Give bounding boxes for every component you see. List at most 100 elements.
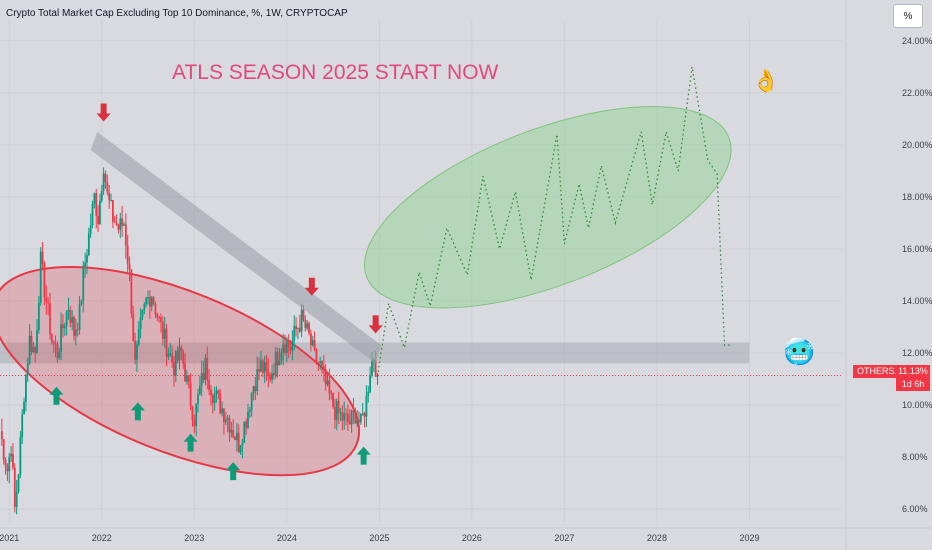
y-tick-label: 16.00%: [902, 244, 932, 254]
candle-body: [91, 203, 94, 226]
candle-body: [328, 380, 331, 394]
candle-body: [69, 310, 72, 323]
x-tick-label: 2029: [739, 533, 759, 543]
candle-body: [60, 324, 62, 352]
candle-body: [80, 300, 83, 304]
candle-body: [145, 297, 148, 304]
candle-body: [313, 340, 316, 350]
candle-body: [245, 421, 248, 428]
candle-body: [341, 412, 344, 421]
candle-body: [15, 491, 18, 507]
y-tick-label: 22.00%: [902, 88, 932, 98]
candle-body: [100, 190, 103, 201]
candle-body: [232, 430, 235, 438]
candle-body: [367, 391, 370, 396]
candle-body: [115, 222, 118, 225]
candle-body: [276, 351, 279, 366]
candle-body: [178, 347, 181, 361]
candle-body: [237, 432, 240, 453]
candle-body: [193, 420, 196, 427]
candle-body: [250, 393, 253, 411]
ok-hand-icon: 👌: [752, 68, 779, 93]
candle-body: [295, 326, 297, 329]
candle-body: [322, 365, 325, 370]
candle-body: [217, 390, 220, 394]
candle-body: [110, 200, 112, 202]
candle-body: [321, 361, 323, 366]
y-tick-label: 12.00%: [902, 348, 932, 358]
candle-body: [228, 418, 231, 433]
candle-body: [365, 395, 368, 417]
unit-toggle-button[interactable]: %: [893, 4, 923, 28]
candle-body: [104, 173, 107, 183]
candle-body: [113, 221, 116, 223]
candle-body: [136, 344, 138, 360]
candle-body: [99, 200, 101, 225]
x-tick-label: 2023: [184, 533, 204, 543]
x-tick-label: 2025: [369, 533, 389, 543]
candle-body: [285, 341, 288, 353]
candle-body: [124, 224, 127, 246]
candle-body: [369, 375, 372, 392]
candle-body: [158, 317, 161, 319]
candle-body: [84, 262, 87, 266]
y-tick-label: 18.00%: [902, 192, 932, 202]
candle-body: [71, 317, 74, 323]
candle-body: [154, 303, 157, 315]
candle-body: [235, 432, 238, 441]
candle-body: [204, 358, 207, 381]
candle-body: [28, 335, 31, 364]
candle-body: [76, 329, 79, 331]
cold-face-icon: 🥶: [783, 336, 815, 368]
up-arrow-2023b: [226, 462, 241, 481]
candle-body: [282, 344, 285, 353]
candle-body: [34, 347, 37, 354]
candle-body: [326, 380, 329, 385]
candle-body: [300, 309, 303, 332]
candle-body: [374, 359, 377, 377]
candle-body: [126, 245, 129, 264]
candle-body: [169, 353, 172, 355]
candle-body: [359, 414, 362, 423]
candle-body: [195, 403, 198, 427]
candle-body: [86, 255, 88, 263]
candle-body: [197, 394, 199, 404]
candle-body: [343, 413, 346, 421]
candle-body: [354, 411, 357, 424]
y-tick-label: 10.00%: [902, 400, 932, 410]
candle-body: [252, 386, 255, 394]
down-arrow-2025: [368, 315, 383, 334]
candle-body: [202, 372, 205, 381]
candle-body: [215, 390, 218, 395]
candle-body: [293, 326, 296, 341]
candle-body: [106, 182, 109, 193]
candlestick-series: [0, 167, 379, 515]
candle-body: [43, 263, 46, 297]
y-axis: 24.00% 22.00% 20.00% 18.00% 16.00% 14.00% 12.0…: [845, 0, 932, 550]
candle-body: [45, 296, 48, 303]
candle-body: [324, 369, 327, 385]
candle-body: [363, 413, 366, 417]
y-tick-label: 24.00%: [902, 36, 932, 46]
candle-body: [62, 324, 64, 329]
down-arrow-2022: [96, 103, 111, 122]
candle-body: [93, 193, 96, 204]
candle-body: [132, 313, 135, 341]
candle-body: [272, 373, 275, 376]
candle-body: [121, 218, 124, 226]
x-tick-label: 2024: [277, 533, 297, 543]
drawing-overlays: [49, 66, 731, 481]
candle-body: [89, 225, 92, 234]
candle-body: [128, 263, 131, 270]
candle-body: [247, 411, 249, 428]
candle-body: [111, 200, 114, 222]
candle-body: [221, 408, 223, 414]
projection-ellipse: [364, 106, 732, 309]
candle-body: [26, 363, 29, 375]
candle-body: [10, 453, 13, 457]
y-tick-label: 20.00%: [902, 140, 932, 150]
candle-body: [213, 394, 216, 404]
candle-body: [25, 374, 27, 402]
candle-body: [139, 316, 142, 329]
